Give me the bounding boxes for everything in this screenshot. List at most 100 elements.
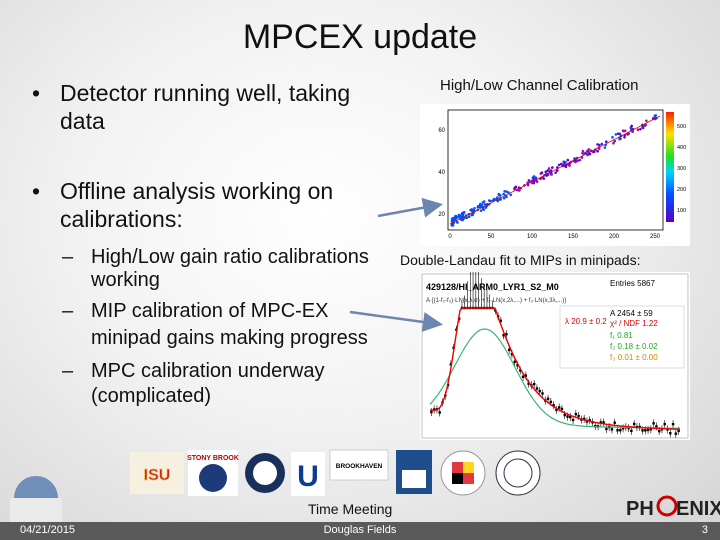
scatter-dot (484, 206, 488, 209)
x-tick-label: 150 (568, 234, 579, 240)
svg-text:ENIX: ENIX (676, 498, 720, 520)
hist-point (621, 427, 625, 430)
hist-point (510, 353, 514, 356)
scatter-dot (461, 211, 464, 215)
stat-entry: f₃ 0.01 ± 0.00 (610, 353, 658, 362)
scatter-dot (581, 149, 585, 153)
scatter-dot (611, 136, 614, 139)
scatter-dot (461, 213, 465, 217)
hist-point (535, 387, 539, 390)
stat-entry: A 2454 ± 59 (610, 309, 653, 318)
scatter-dot (478, 202, 482, 206)
scatter-dot (618, 137, 621, 141)
colorbar-label: 100 (677, 208, 686, 214)
scatter-dot (481, 201, 485, 204)
logo (495, 450, 541, 496)
colorbar-label: 500 (677, 124, 686, 130)
bullet-dot: • (32, 178, 41, 204)
logo (10, 476, 62, 522)
hist-point (588, 419, 591, 422)
hist-point (432, 408, 436, 411)
bullet-line: data (60, 108, 105, 134)
scatter-dot (616, 132, 620, 136)
scatter-dot (587, 148, 591, 151)
scatter-dot (502, 192, 505, 196)
scatter-dot (533, 176, 537, 180)
hist-point (430, 410, 433, 414)
footer-date: 04/21/2015 (20, 524, 76, 536)
hist-point (521, 375, 525, 379)
logo: STONY BROOK (187, 450, 239, 496)
scatter-dot (562, 160, 566, 164)
sub-bullet-line: minipad gains making progress (91, 327, 368, 349)
scatter-dot (479, 209, 483, 212)
scatter-dot (461, 218, 465, 221)
hist-point (619, 428, 622, 432)
sub-bullet-dash: – (62, 360, 74, 382)
scatter-dot (456, 215, 460, 219)
logo (396, 450, 432, 494)
scatter-dot (603, 146, 607, 149)
x-tick-label: 0 (448, 234, 452, 240)
scatter-dot (576, 159, 579, 163)
svg-text:ISU: ISU (144, 467, 171, 484)
hist-point (571, 418, 575, 422)
y-tick-label: 20 (438, 212, 445, 218)
hist-point (671, 422, 675, 426)
scatter-dot (483, 203, 487, 206)
scatter-dot (623, 135, 626, 139)
footer-page: 3 (701, 524, 708, 536)
x-tick-label: 50 (488, 234, 495, 240)
color-bar (666, 112, 674, 222)
scatter-dot (471, 213, 475, 216)
scatter-dot (549, 173, 553, 176)
scatter-dot (581, 151, 584, 155)
scatter-dot (629, 126, 633, 130)
plot-frame (421, 273, 689, 439)
scatter-dot (596, 149, 599, 153)
hist-point (569, 415, 572, 419)
hist-point (577, 414, 580, 418)
fit-line (449, 115, 661, 225)
stat-entry: χ² / NDF 1.22 (610, 319, 658, 328)
hist-point (566, 415, 569, 418)
hist-point (505, 333, 508, 336)
scatter-dot (487, 199, 491, 202)
scatter-dot (627, 132, 630, 135)
scatter-dot (623, 129, 627, 133)
scatter-dot (532, 181, 536, 185)
logo: U (291, 452, 325, 496)
hist-point (582, 417, 586, 421)
hist-point (585, 420, 589, 423)
logo (440, 450, 486, 496)
hist-point (630, 429, 633, 433)
scatter-dot (502, 196, 506, 200)
bullet-line: Offline analysis working on (60, 178, 334, 204)
hist-point (502, 334, 505, 337)
hist-point (527, 382, 530, 385)
scatter-dot (614, 133, 618, 136)
landau-plot: 429128/HI_ARM0_LYR1_S2_M0 Entries 5867 A… (420, 272, 690, 440)
colorbar-label: 200 (677, 187, 686, 193)
x-tick-label: 100 (527, 234, 538, 240)
hist-point (674, 432, 678, 435)
hist-point (641, 429, 644, 432)
scatter-dot (598, 143, 601, 147)
logo: BROOKHAVEN (329, 449, 389, 481)
svg-text:STONY BROOK: STONY BROOK (187, 455, 239, 462)
scatter-dot (588, 152, 592, 156)
hist-point (657, 429, 661, 433)
hist-point (560, 407, 564, 411)
scatter-dot (636, 128, 640, 132)
hist-point (646, 428, 650, 432)
plot-title: 429128/HI_ARM0_LYR1_S2_M0 (426, 282, 559, 292)
hist-point (532, 382, 536, 386)
stat-entry: f₁ 0.81 (610, 331, 633, 340)
hist-point (524, 374, 528, 377)
scatter-dot (503, 190, 506, 193)
scatter-dot (600, 142, 604, 146)
hist-point (613, 421, 616, 424)
colorbar-label: 300 (677, 166, 686, 172)
stat-entry: f₂ 0.18 ± 0.02 (610, 342, 658, 351)
scatter-dot (517, 189, 521, 192)
